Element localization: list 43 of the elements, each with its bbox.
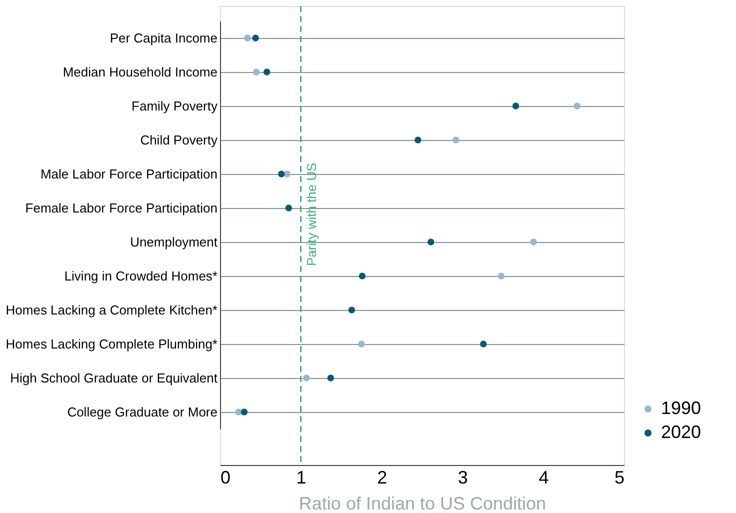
y-tick-label: High School Graduate or Equivalent xyxy=(10,370,218,386)
point xyxy=(303,374,310,382)
y-tick-label: Homes Lacking a Complete Kitchen* xyxy=(6,302,218,318)
x-tick-label: 5 xyxy=(614,468,624,488)
x-tick-label: 1 xyxy=(296,468,306,488)
point xyxy=(253,68,260,76)
point xyxy=(284,170,290,178)
x-tick-label: 4 xyxy=(538,468,549,488)
point xyxy=(264,68,270,76)
x-axis-title: Ratio of Indian to US Condition xyxy=(298,494,546,513)
y-tick-label: Female Labor Force Participation xyxy=(25,200,218,216)
point xyxy=(452,136,460,144)
y-tick-label: Homes Lacking Complete Plumbing* xyxy=(6,336,218,352)
x-tick-label: 2 xyxy=(377,468,388,488)
point xyxy=(512,102,520,110)
point xyxy=(327,374,334,382)
y-tick-label: Unemployment xyxy=(130,234,218,250)
point xyxy=(414,136,422,144)
point xyxy=(285,204,292,212)
legend-label: 2020 xyxy=(661,422,702,442)
point xyxy=(574,102,580,110)
point xyxy=(358,340,365,348)
point xyxy=(244,34,251,42)
y-tick-label: Family Poverty xyxy=(132,98,218,114)
y-tick-label: Child Poverty xyxy=(140,132,218,148)
x-tick-label: 3 xyxy=(458,468,468,488)
point xyxy=(480,340,487,348)
y-tick-label: Living in Crowded Homes* xyxy=(64,268,218,284)
y-tick-label: Per Capita Income xyxy=(110,30,218,46)
legend-label: 1990 xyxy=(661,398,702,418)
point xyxy=(498,272,505,280)
point xyxy=(252,34,259,42)
point xyxy=(530,238,537,246)
point xyxy=(428,238,434,246)
y-tick-label: College Graduate or More xyxy=(67,404,218,420)
point xyxy=(240,408,248,416)
x-tick-label: 0 xyxy=(220,468,231,488)
point xyxy=(278,170,285,178)
y-tick-label: Median Household Income xyxy=(62,64,218,80)
y-tick-label: Male Labor Force Participation xyxy=(40,166,218,182)
point xyxy=(348,306,356,314)
ref-line-label: Parity with the US xyxy=(304,162,319,266)
point xyxy=(358,272,366,280)
